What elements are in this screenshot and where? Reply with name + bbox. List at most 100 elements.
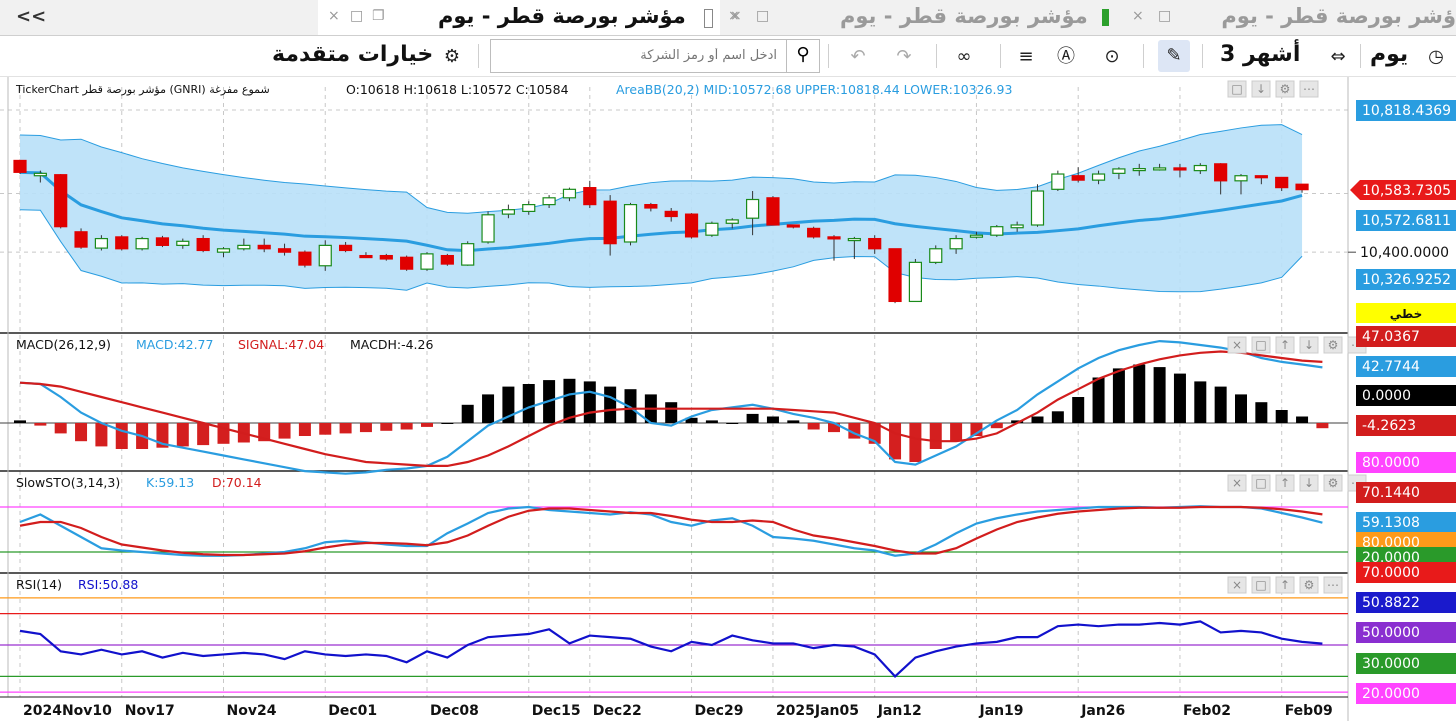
macd-histogram-bar [1112,368,1125,423]
panel-control-button[interactable] [1251,576,1271,594]
tab-chart-3[interactable]: × □ ❐ مؤشر بورصة قطر - يوم × [318,0,740,35]
candle [461,243,475,266]
macd-histogram-bar [746,413,759,423]
macd-histogram-bar [339,423,352,434]
pen-icon[interactable]: ✎ [1158,40,1190,72]
panel-control-button[interactable] [1299,336,1319,354]
bollinger-upper-line [19,124,1303,214]
search-input[interactable] [491,40,785,70]
rsi-tag-value [1356,592,1456,613]
redo-icon[interactable]: ↷ [896,46,912,67]
candle [1030,190,1045,226]
tab-maximize-icon[interactable]: □ [756,8,770,24]
rsi-value: RSI:50.88 [78,577,138,592]
price-tag-last-label: 10,583.7305 [1362,183,1451,199]
binoculars-icon[interactable]: ∞ [956,46,972,67]
tab-maximize-icon[interactable]: □ [350,8,364,24]
panel-control-button[interactable] [1227,80,1247,98]
panel-control-button[interactable] [1227,336,1247,354]
candle [135,237,149,250]
panel-control-button[interactable] [1251,80,1271,98]
undo-icon[interactable]: ↶ [850,46,866,67]
macd-histogram-bar [319,423,332,435]
candle [339,244,353,252]
candle [1234,175,1248,182]
panel-control-button[interactable] [1299,474,1319,492]
tab-close-icon[interactable]: × [730,8,742,24]
stoch-tag-80-top-label: 80.0000 [1362,455,1420,471]
panel-control-icon: × [1232,578,1242,592]
candle [379,254,393,260]
gear-icon[interactable]: ⚙ [443,46,461,67]
macd-histogram-bar [1275,410,1288,423]
x-tick-label: Dec01 [328,703,377,719]
macd-histogram-bar [868,423,881,444]
rsi-tag-20 [1356,683,1456,704]
tab-restore-icon[interactable]: ❐ [372,8,385,24]
macd-histogram-bar [909,423,922,462]
macdh-value: MACDH:-4.26 [350,337,433,352]
panel-control-icon: ⚙ [1328,476,1339,490]
panel-control-button[interactable] [1323,474,1343,492]
tab-close-icon[interactable]: × [728,8,740,24]
candle [74,231,88,248]
tab-chart-1[interactable]: × □ ؤشر بورصة قطر - يوم [1100,0,1456,35]
candle [623,204,638,243]
candle [1295,183,1309,191]
panel-control-button[interactable] [1275,576,1295,594]
style-label-box [1356,303,1456,323]
panel-control-button[interactable] [1275,80,1295,98]
panel-control-button[interactable] [1251,336,1271,354]
macd-title: MACD(26,12,9) [16,337,111,352]
collapse-panel-button[interactable]: << [16,6,47,27]
tab-close-icon[interactable]: × [1132,8,1144,24]
tab-maximize-icon[interactable]: □ [1158,8,1172,24]
chart-area[interactable]: 2024Nov10 Nov17 Nov24 Dec01 Dec08 Dec15 Dec22 D… [0,77,1456,721]
tab-close-icon[interactable]: × [328,8,340,24]
stoch-tag-80-top [1356,452,1456,473]
candle [400,256,414,270]
price-tag-last [1350,180,1456,200]
candle [33,172,47,177]
candle [827,236,841,240]
macd-histogram-bar [461,404,474,423]
macd-histogram-bar [1296,416,1309,423]
panel-control-button[interactable] [1251,474,1271,492]
macd-histogram-bar [1173,373,1186,423]
panel-control-button[interactable] [1227,576,1247,594]
macd-histogram-bar [1214,386,1227,423]
x-tick-label: Nov17 [125,703,175,719]
clock-icon[interactable]: ◷ [1428,46,1444,67]
panel-control-button[interactable] [1323,576,1343,594]
chart-title: TickerChart مؤشر بورصة قطر (GNRI) شموع م… [15,83,270,96]
panel-control-button[interactable] [1299,80,1319,98]
search-icon[interactable]: ⚲ [786,40,819,72]
link-icon[interactable]: ⇔ [1330,46,1346,67]
candle [277,248,292,253]
advanced-options-button[interactable]: خيارات متقدمة [272,42,434,67]
panel-control-button[interactable] [1227,474,1247,492]
candle [1010,224,1024,229]
panel-control-button[interactable] [1323,336,1343,354]
panel-control-button[interactable] [1299,576,1319,594]
indicator-icon[interactable]: ⊙ [1104,46,1120,67]
stock-chart[interactable]: 2024Nov10 Nov17 Nov24 Dec01 Dec08 Dec15 Dec22 D… [0,77,1456,721]
alert-icon[interactable]: Ⓐ [1057,46,1075,67]
panel-control-button[interactable] [1275,336,1295,354]
macd-histogram-bar [1316,423,1329,429]
macd-tag-hist-label: -4.2623 [1362,418,1416,434]
macd-histogram-bar [828,423,840,433]
panel-control-button[interactable] [1275,474,1295,492]
candle [13,159,27,173]
panel-control-icon: □ [1231,82,1242,96]
candle [725,219,739,224]
candle [766,197,780,226]
period-selector[interactable]: يوم [1370,42,1409,67]
candle [990,226,1004,236]
macd-histogram-bar [1011,420,1024,423]
macd-tag-macd-label: 42.7744 [1362,359,1420,375]
tab-chart-2[interactable]: × □ مؤشر بورصة قطر - يوم [722,0,1109,35]
lines-icon[interactable]: ≡ [1018,46,1034,67]
range-selector[interactable]: 3 أشهر [1220,42,1301,67]
candle [868,237,882,250]
